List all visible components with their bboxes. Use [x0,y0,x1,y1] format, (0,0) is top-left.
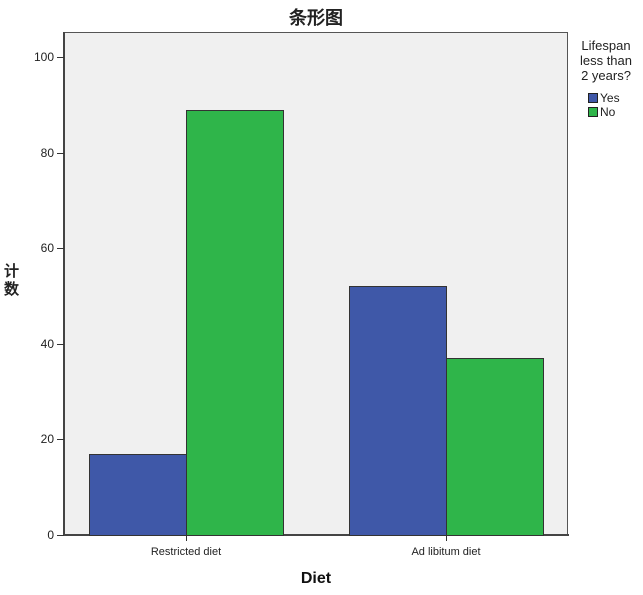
legend-title-line: Lifespan [581,38,631,53]
bar-no-0 [186,109,284,536]
x-tick [186,535,187,541]
y-axis-line [63,32,65,536]
legend-item-yes: Yes [588,91,642,105]
legend: Lifespan less than 2 years? Yes No [570,38,642,119]
y-tick [57,343,64,345]
legend-title-line: 2 years? [581,68,631,83]
legend-item-no: No [588,105,642,119]
y-tick [57,439,64,441]
x-tick-label: Ad libitum diet [411,546,481,558]
bar-yes-1 [349,286,447,536]
bar-no-1 [446,358,544,536]
legend-swatch-no [588,107,598,117]
x-axis-label: Diet [300,570,332,587]
y-tick-label: 0 [47,528,54,542]
y-tick-label: 20 [40,432,54,447]
y-tick-label: 40 [40,336,54,351]
y-tick [57,248,64,250]
y-tick-label: 100 [33,50,54,64]
y-tick [57,152,64,154]
chart-title: 条形图 [289,8,343,29]
x-axis-line [63,534,569,536]
legend-label-yes: Yes [600,91,620,105]
legend-label-no: No [600,105,616,119]
legend-title-line: less than [579,53,633,68]
bar-yes-0 [89,453,187,536]
legend-swatch-yes [588,93,598,103]
x-tick-label: Restricted diet [150,546,222,558]
legend-title: Lifespan less than 2 years? [570,38,642,83]
x-tick [446,535,447,541]
y-tick [57,535,64,536]
y-axis-label: 计数 [4,262,20,298]
y-tick [57,57,64,58]
y-tick-label: 80 [40,145,54,160]
y-tick-label: 60 [40,241,54,256]
